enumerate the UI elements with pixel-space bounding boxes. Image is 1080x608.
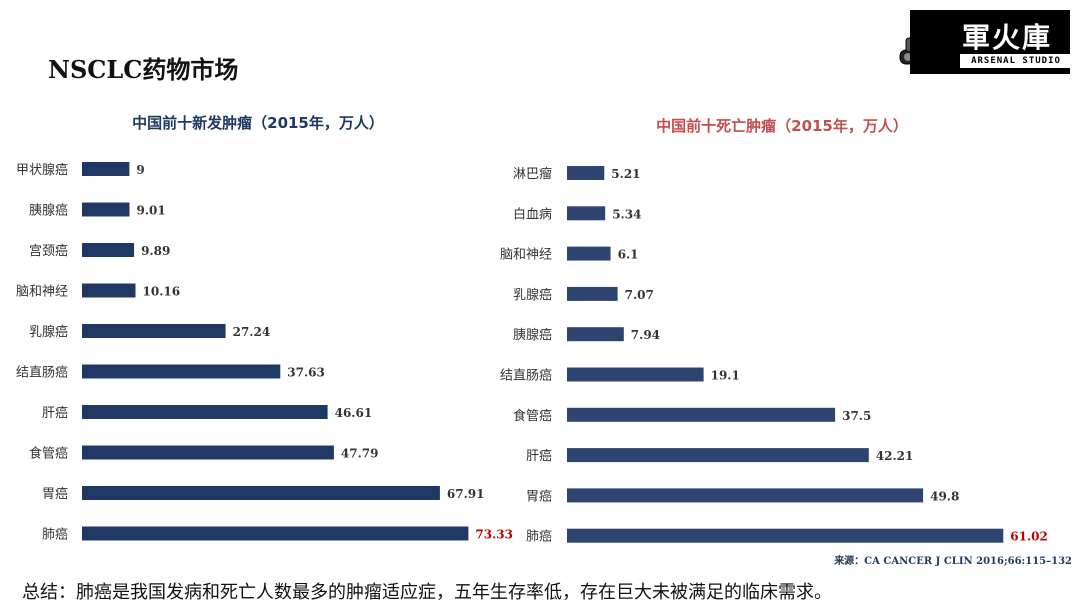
chart-right-category-label: 食管癌 — [513, 408, 552, 424]
chart-right-value-label: 5.21 — [611, 167, 640, 181]
chart-left-category-label: 胃癌 — [42, 486, 68, 502]
chart-right-bar — [567, 286, 618, 301]
chart-left-category-label: 食管癌 — [29, 446, 68, 462]
logo-box: 軍火庫 ARSENAL STUDIO — [910, 10, 1072, 74]
chart-left-bar — [82, 364, 281, 379]
chart-right-category-label: 胰腺癌 — [513, 327, 552, 343]
chart-right-category-label: 肝癌 — [526, 448, 552, 464]
chart-left-category-label: 肺癌 — [42, 527, 68, 543]
chart-left-category-label: 脑和神经 — [16, 285, 68, 300]
chart-right-category-label: 胃癌 — [526, 488, 552, 504]
chart-right-category-label: 淋巴瘤 — [513, 166, 552, 182]
chart-left-value-label: 46.61 — [335, 406, 373, 420]
chart-left-value-label: 9.89 — [141, 244, 170, 258]
chart-right-category-label: 乳腺癌 — [513, 287, 552, 303]
logo-main-text: 軍火庫 — [962, 21, 1053, 54]
chart-left-bar — [82, 243, 135, 257]
chart-left-value-label: 10.16 — [143, 285, 181, 299]
chart-right-bar — [567, 246, 611, 261]
chart-left-value-label: 73.33 — [475, 528, 513, 542]
chart-right-title: 中国前十死亡肿瘤（2015年，万人） — [656, 117, 908, 135]
chart-right-bar — [567, 448, 869, 463]
chart-left-category-label: 胰腺癌 — [29, 203, 68, 219]
chart-right-value-label: 49.8 — [930, 489, 959, 503]
chart-left-value-label: 47.79 — [341, 447, 379, 461]
chart-left-category-label: 肝癌 — [42, 405, 68, 421]
chart-left-bar — [82, 283, 136, 298]
chart-right-category-label: 肺癌 — [526, 529, 552, 545]
chart-left-bar — [82, 202, 130, 217]
chart-right-bar — [567, 488, 924, 503]
chart-right-bar — [567, 206, 606, 221]
chart-left-category-label: 结直肠癌 — [16, 365, 68, 381]
chart-right-value-label: 19.1 — [711, 369, 740, 383]
chart-right-bar — [567, 327, 624, 342]
chart-right-bar — [567, 528, 1004, 543]
chart-right-value-label: 7.07 — [625, 288, 654, 302]
chart-left-bar — [82, 162, 130, 176]
source-citation: 来源：CA CANCER J CLIN 2016;66:115–132 — [834, 556, 1072, 567]
chart-left-value-label: 27.24 — [233, 325, 271, 339]
chart-left-value-label: 9.01 — [137, 204, 166, 218]
chart-right-value-label: 42.21 — [876, 449, 914, 463]
chart-left-value-label: 67.91 — [447, 487, 485, 501]
arsenal-studio-logo: 軍火庫 ARSENAL STUDIO — [894, 8, 1072, 74]
chart-left-title: 中国前十新发肿瘤（2015年，万人） — [132, 114, 384, 132]
chart-left-category-label: 乳腺癌 — [29, 324, 68, 340]
chart-left-category-label: 宫颈癌 — [29, 243, 68, 259]
chart-right-value-label: 61.02 — [1010, 530, 1048, 544]
summary-text: 总结：肺癌是我国发病和死亡人数最多的肿瘤适应症，五年生存率低，存在巨大未被满足的… — [22, 582, 832, 603]
page-title: NSCLC药物市场 — [48, 55, 239, 84]
chart-left-value-label: 9 — [136, 163, 144, 177]
chart-left-bar — [82, 324, 226, 338]
chart-right-value-label: 7.94 — [631, 328, 660, 342]
chart-right-bar — [567, 407, 836, 422]
chart-right-value-label: 37.5 — [842, 409, 871, 423]
chart-right-category-label: 脑和神经 — [500, 248, 552, 263]
chart-right-category-label: 结直肠癌 — [500, 368, 552, 384]
chart-right-value-label: 5.34 — [612, 207, 641, 221]
chart-right-value-label: 6.1 — [618, 248, 639, 262]
logo-sub-text: ARSENAL STUDIO — [960, 54, 1072, 68]
chart-left-bar — [82, 445, 334, 460]
chart-right-category-label: 白血病 — [513, 206, 552, 222]
chart-left-bar — [82, 405, 328, 419]
chart-right-bar — [567, 166, 605, 180]
chart-right-bar — [567, 367, 704, 382]
chart-left-bar — [82, 486, 440, 500]
chart-left-value-label: 37.63 — [287, 366, 325, 380]
chart-left-category-label: 甲状腺癌 — [16, 162, 68, 178]
chart-left-bar — [82, 526, 469, 541]
